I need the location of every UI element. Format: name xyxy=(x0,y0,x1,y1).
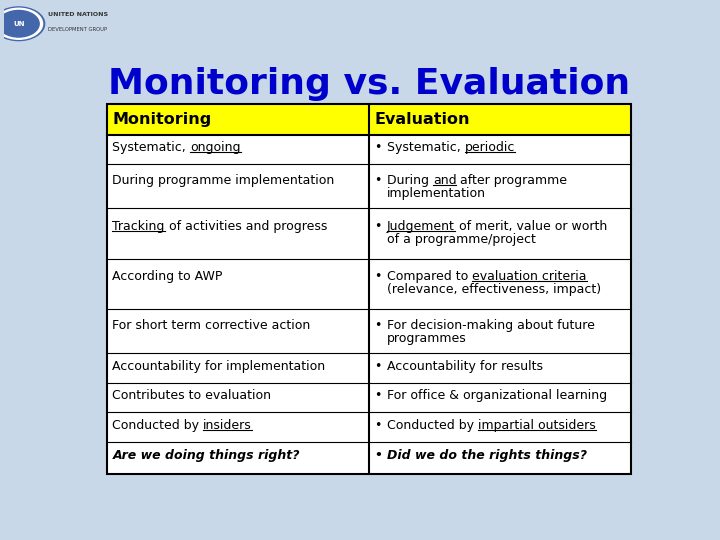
Text: •: • xyxy=(374,174,382,187)
Text: UN: UN xyxy=(13,21,24,27)
Text: UNITED NATIONS: UNITED NATIONS xyxy=(48,12,108,17)
Bar xyxy=(107,104,631,474)
Text: Conducted by: Conducted by xyxy=(387,419,478,432)
Text: Tracking: Tracking xyxy=(112,220,165,233)
Text: and: and xyxy=(433,174,456,187)
Text: •: • xyxy=(374,389,382,402)
Text: Are we doing things right?: Are we doing things right? xyxy=(112,449,300,462)
Bar xyxy=(107,104,631,474)
Text: ongoing: ongoing xyxy=(190,141,240,154)
Text: Accountability for results: Accountability for results xyxy=(387,360,543,373)
Circle shape xyxy=(0,10,39,37)
Text: Systematic,: Systematic, xyxy=(387,141,464,154)
Text: of merit, value or worth: of merit, value or worth xyxy=(455,220,607,233)
Text: of a programme/project: of a programme/project xyxy=(387,233,536,246)
Text: Systematic,: Systematic, xyxy=(112,141,190,154)
Text: •: • xyxy=(374,141,382,154)
Text: For decision-making about future: For decision-making about future xyxy=(387,319,595,332)
Text: Compared to: Compared to xyxy=(387,270,472,283)
Text: Conducted by: Conducted by xyxy=(112,419,203,432)
Text: Did we do the rights things?: Did we do the rights things? xyxy=(387,449,587,462)
Text: Monitoring vs. Evaluation: Monitoring vs. Evaluation xyxy=(108,66,630,100)
Text: For office & organizational learning: For office & organizational learning xyxy=(387,389,607,402)
Text: DEVELOPMENT GROUP: DEVELOPMENT GROUP xyxy=(48,26,107,31)
Text: periodic: periodic xyxy=(464,141,515,154)
Text: During: During xyxy=(387,174,433,187)
Text: According to AWP: According to AWP xyxy=(112,270,222,283)
Text: impartial outsiders: impartial outsiders xyxy=(478,419,595,432)
Text: implementation: implementation xyxy=(387,187,486,200)
Text: •: • xyxy=(374,449,382,462)
Text: •: • xyxy=(374,419,382,432)
Text: insiders: insiders xyxy=(203,419,252,432)
Text: Contributes to evaluation: Contributes to evaluation xyxy=(112,389,271,402)
Text: Judgement: Judgement xyxy=(387,220,455,233)
Text: of activities and progress: of activities and progress xyxy=(165,220,327,233)
Text: •: • xyxy=(374,270,382,283)
Text: •: • xyxy=(374,319,382,332)
Text: programmes: programmes xyxy=(387,332,467,345)
Text: evaluation criteria: evaluation criteria xyxy=(472,270,587,283)
Text: •: • xyxy=(374,220,382,233)
Circle shape xyxy=(0,8,42,39)
Text: (relevance, effectiveness, impact): (relevance, effectiveness, impact) xyxy=(387,283,601,296)
Bar xyxy=(107,104,631,134)
Text: Accountability for implementation: Accountability for implementation xyxy=(112,360,325,373)
Circle shape xyxy=(0,7,45,40)
Text: •: • xyxy=(374,360,382,373)
Text: During programme implementation: During programme implementation xyxy=(112,174,335,187)
Text: Evaluation: Evaluation xyxy=(374,112,470,127)
Text: For short term corrective action: For short term corrective action xyxy=(112,319,310,332)
Text: after programme: after programme xyxy=(456,174,567,187)
Text: Monitoring: Monitoring xyxy=(112,112,212,127)
